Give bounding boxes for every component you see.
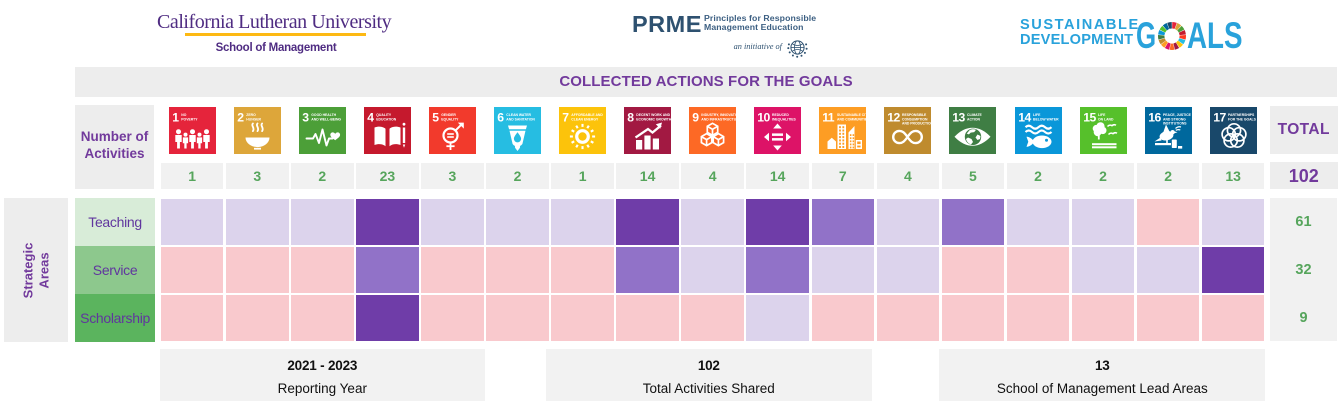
svg-text:NO: NO xyxy=(181,113,186,117)
svg-text:AFFORDABLE AND: AFFORDABLE AND xyxy=(571,113,603,117)
svg-text:15: 15 xyxy=(1083,111,1096,125)
svg-text:8: 8 xyxy=(627,111,634,125)
svg-text:AND STRONG: AND STRONG xyxy=(1163,117,1186,121)
svg-text:EDUCATION: EDUCATION xyxy=(376,117,396,121)
svg-text:PARTNERSHIPS: PARTNERSHIPS xyxy=(1228,113,1255,117)
svg-text:REDUCED: REDUCED xyxy=(772,113,789,117)
svg-text:DECENT WORK AND: DECENT WORK AND xyxy=(636,113,670,117)
svg-text:14: 14 xyxy=(1018,111,1031,125)
svg-text:PEACE, JUSTICE: PEACE, JUSTICE xyxy=(1163,113,1192,117)
svg-text:LIFE: LIFE xyxy=(1098,113,1106,117)
svg-text:1: 1 xyxy=(172,111,179,125)
svg-text:9: 9 xyxy=(692,111,699,125)
svg-text:INEQUALITIES: INEQUALITIES xyxy=(772,117,796,121)
svg-text:EQUALITY: EQUALITY xyxy=(441,117,459,121)
svg-text:ZERO: ZERO xyxy=(246,113,256,117)
svg-text:ON LAND: ON LAND xyxy=(1098,117,1114,121)
svg-text:QUALITY: QUALITY xyxy=(376,113,392,117)
svg-text:16: 16 xyxy=(1148,111,1161,125)
svg-text:INDUSTRY, INNOVATION: INDUSTRY, INNOVATION xyxy=(701,113,736,117)
svg-text:2: 2 xyxy=(237,111,244,125)
svg-text:SUSTAINABLE CITIES: SUSTAINABLE CITIES xyxy=(837,113,866,117)
svg-text:13: 13 xyxy=(953,111,966,125)
svg-text:BELOW WATER: BELOW WATER xyxy=(1033,117,1059,121)
svg-text:11: 11 xyxy=(822,111,835,125)
svg-text:AND WELL-BEING: AND WELL-BEING xyxy=(311,117,341,121)
svg-text:CLIMATE: CLIMATE xyxy=(967,113,983,117)
svg-text:AND PRODUCTION: AND PRODUCTION xyxy=(902,121,931,125)
svg-text:5: 5 xyxy=(432,111,439,125)
svg-text:10: 10 xyxy=(757,111,770,125)
svg-text:LIFE: LIFE xyxy=(1033,113,1041,117)
svg-text:3: 3 xyxy=(302,111,309,125)
svg-text:17: 17 xyxy=(1213,111,1226,125)
svg-text:AND INFRASTRUCTURE: AND INFRASTRUCTURE xyxy=(701,117,736,121)
svg-text:FOR THE GOALS: FOR THE GOALS xyxy=(1228,117,1257,121)
svg-text:RESPONSIBLE: RESPONSIBLE xyxy=(902,113,927,117)
svg-text:POVERTY: POVERTY xyxy=(181,117,198,121)
svg-text:7: 7 xyxy=(562,111,569,125)
svg-text:HUNGER: HUNGER xyxy=(246,117,261,121)
svg-text:GOOD HEALTH: GOOD HEALTH xyxy=(311,113,336,117)
svg-text:6: 6 xyxy=(497,111,504,125)
svg-text:AND COMMUNITIES: AND COMMUNITIES xyxy=(837,117,866,121)
svg-text:ACTION: ACTION xyxy=(967,117,981,121)
svg-text:INSTITUTIONS: INSTITUTIONS xyxy=(1163,121,1187,125)
svg-text:GENDER: GENDER xyxy=(441,113,456,117)
svg-text:CLEAN WATER: CLEAN WATER xyxy=(506,113,531,117)
svg-text:CONSUMPTION: CONSUMPTION xyxy=(902,117,928,121)
svg-text:ECONOMIC GROWTH: ECONOMIC GROWTH xyxy=(636,117,671,121)
svg-text:AND SANITATION: AND SANITATION xyxy=(506,117,535,121)
svg-text:CLEAN ENERGY: CLEAN ENERGY xyxy=(571,117,599,121)
svg-text:4: 4 xyxy=(367,111,374,125)
svg-text:12: 12 xyxy=(888,111,901,125)
